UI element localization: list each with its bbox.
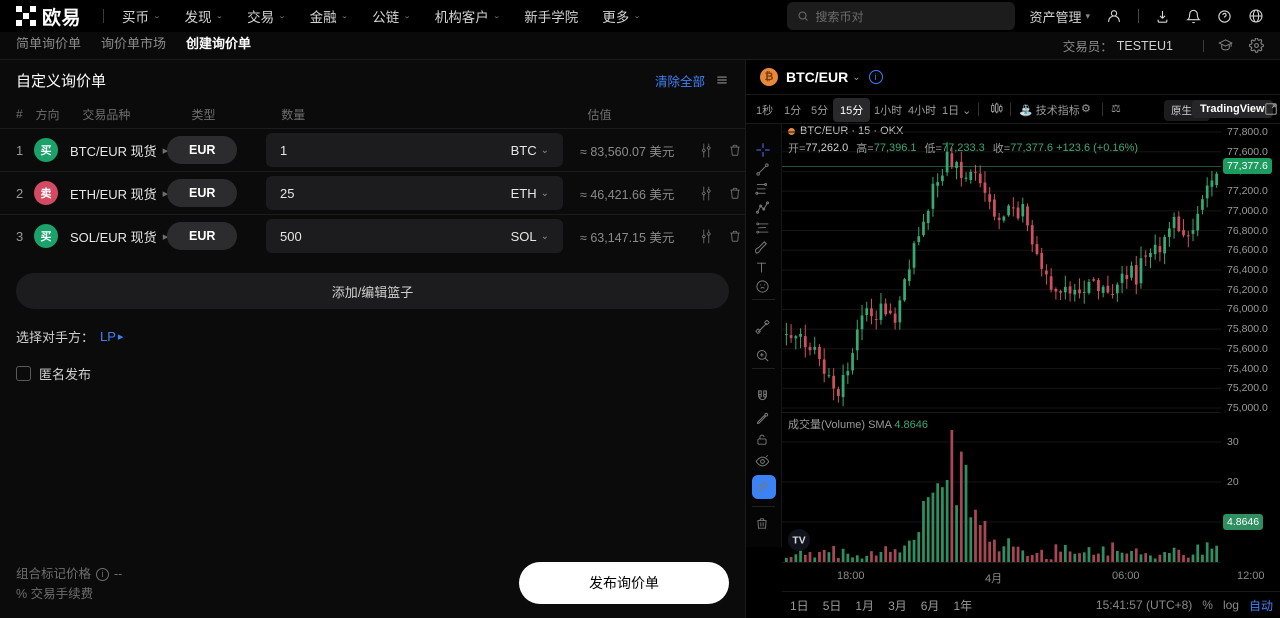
svg-text:TV: TV (792, 535, 805, 546)
